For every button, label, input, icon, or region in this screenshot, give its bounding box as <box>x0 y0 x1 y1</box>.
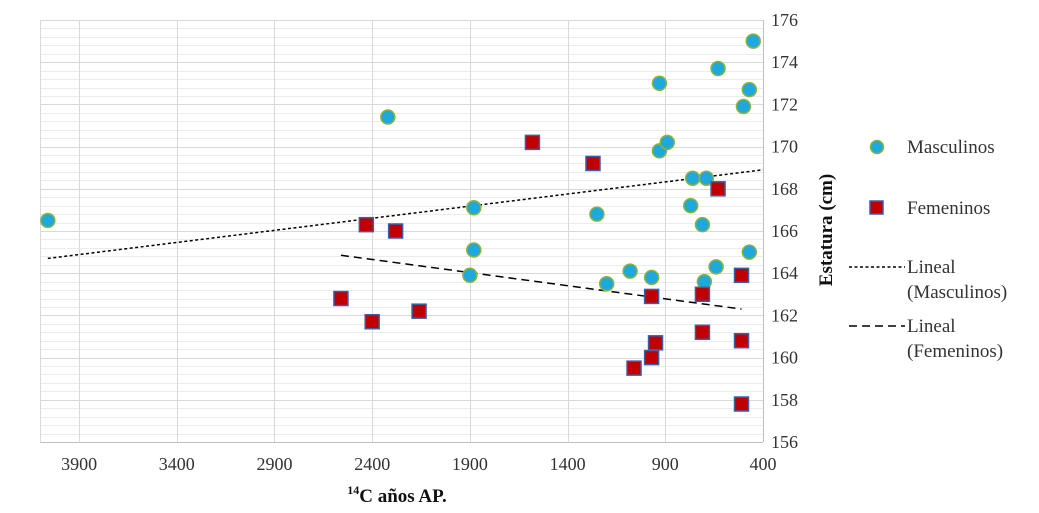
x-tick-label: 3900 <box>61 454 97 474</box>
point-masculinos <box>710 60 726 77</box>
y-tick-label: 170 <box>771 137 798 157</box>
point-femeninos <box>694 324 711 341</box>
y-tick-label: 172 <box>771 94 798 114</box>
y-axis-title: Estatura (cm) <box>816 174 837 286</box>
x-tick-label: 1400 <box>550 454 586 474</box>
data-points <box>40 33 761 412</box>
legend-label-masculinos: Masculinos <box>907 137 995 158</box>
trendline-masculinos <box>47 169 764 260</box>
x-tick-label: 2900 <box>256 454 292 474</box>
legend-marker-masculinos <box>869 139 885 155</box>
trendline-femeninos <box>340 254 742 310</box>
y-tick-label: 156 <box>771 432 798 452</box>
y-tick-labels: 156 158 160 162 164 166 168 170 172 174 176 <box>771 10 798 452</box>
point-masculinos <box>598 276 615 292</box>
y-tick-label: 174 <box>771 52 798 72</box>
x-tick-label: 3400 <box>159 454 195 474</box>
x-axis-title-superscript: 14 <box>347 483 359 497</box>
y-tick-label: 166 <box>771 221 798 241</box>
point-masculinos <box>466 242 482 258</box>
legend: Masculinos Femeninos Lineal (Masculinos)… <box>849 137 1007 362</box>
legend-label-lineal-masculinos: Lineal (Masculinos) <box>907 257 1007 303</box>
point-femeninos <box>733 332 750 349</box>
point-masculinos <box>589 206 605 222</box>
point-masculinos <box>682 197 699 214</box>
point-masculinos <box>651 75 668 92</box>
x-tick-label: 400 <box>750 454 777 474</box>
point-masculinos <box>659 134 676 151</box>
trendlines <box>47 169 764 310</box>
point-femeninos <box>387 223 404 239</box>
point-femeninos <box>733 267 750 284</box>
y-tick-label: 164 <box>771 263 798 283</box>
point-femeninos <box>358 216 375 233</box>
x-axis-title-text: C años AP. <box>359 486 446 507</box>
point-masculinos <box>708 259 724 275</box>
point-masculinos <box>622 263 638 279</box>
legend-label-lineal-masculinos-line1: Lineal <box>907 257 956 278</box>
point-masculinos <box>380 109 396 125</box>
point-femeninos <box>647 335 664 351</box>
point-femeninos <box>524 134 541 151</box>
y-tick-label: 160 <box>771 348 798 368</box>
point-femeninos <box>364 313 380 330</box>
point-femeninos <box>585 155 601 172</box>
point-masculinos <box>40 212 56 229</box>
point-femeninos <box>626 360 642 376</box>
x-tick-label: 900 <box>652 454 679 474</box>
y-tick-label: 158 <box>771 390 798 410</box>
legend-label-femeninos: Femeninos <box>907 198 990 219</box>
point-femeninos <box>733 396 750 412</box>
legend-marker-femeninos <box>869 200 884 215</box>
point-masculinos <box>684 170 701 186</box>
y-tick-label: 162 <box>771 305 798 325</box>
point-femeninos <box>643 349 660 366</box>
x-tick-label: 2400 <box>354 454 390 474</box>
legend-label-lineal-femeninos-line1: Lineal <box>907 316 956 337</box>
x-tick-label: 1900 <box>452 454 488 474</box>
axes <box>40 20 764 443</box>
x-tick-labels: 3900 3400 2900 2400 1900 1400 900 400 <box>61 454 776 474</box>
point-masculinos <box>741 81 758 98</box>
point-masculinos <box>735 98 752 115</box>
legend-label-lineal-femeninos: Lineal (Femeninos) <box>907 316 1003 362</box>
point-masculinos <box>466 200 482 216</box>
grid-lines <box>40 20 764 443</box>
point-femeninos <box>643 288 660 305</box>
point-masculinos <box>694 216 711 233</box>
legend-label-lineal-femeninos-line2: (Femeninos) <box>907 341 1003 362</box>
point-masculinos <box>745 33 761 49</box>
point-masculinos <box>698 170 715 186</box>
y-tick-label: 176 <box>771 10 798 30</box>
point-femeninos <box>694 286 711 303</box>
point-femeninos <box>710 181 726 197</box>
point-masculinos <box>696 273 713 290</box>
legend-label-lineal-masculinos-line2: (Masculinos) <box>907 282 1007 303</box>
point-femeninos <box>333 290 349 307</box>
point-masculinos <box>741 244 758 260</box>
point-masculinos <box>643 269 660 286</box>
x-axis-title: 14C años AP. <box>347 483 446 507</box>
point-femeninos <box>411 303 427 319</box>
y-tick-label: 168 <box>771 179 798 199</box>
point-masculinos <box>462 267 478 284</box>
